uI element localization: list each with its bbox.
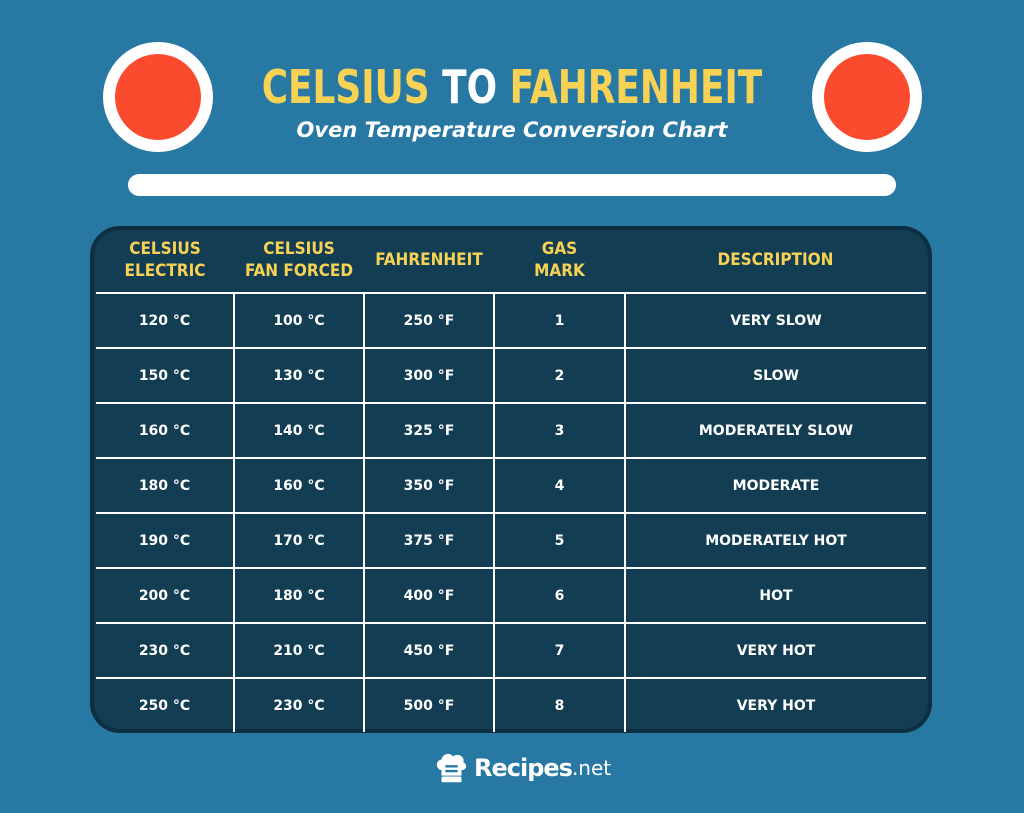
table-cell: 140 °C <box>234 403 365 459</box>
table-cell: 325 °F <box>364 403 495 459</box>
table-cell: MODERATELY SLOW <box>625 403 926 459</box>
table-row: 180 °C 160 °C 350 °F 4 MODERATE <box>96 458 926 514</box>
table-cell: 180 °C <box>234 568 365 624</box>
column-header-2: FAHRENHEIT <box>364 228 494 294</box>
table-cell: 230 °C <box>234 678 365 732</box>
title-part-celsius: CELSIUS <box>261 60 430 114</box>
table-cell: 180 °C <box>96 458 235 514</box>
table-cell: 120 °C <box>96 293 235 349</box>
column-header-0: CELSIUS ELECTRIC <box>96 228 234 294</box>
burner-right-icon <box>812 42 922 152</box>
table-cell: 350 °F <box>364 458 495 514</box>
table-cell: 3 <box>494 403 626 459</box>
logo-suffix: .net <box>571 756 612 780</box>
table-cell: 2 <box>494 348 626 404</box>
table-cell: 450 °F <box>364 623 495 679</box>
table-cell: MODERATE <box>625 458 926 514</box>
column-header-4: DESCRIPTION <box>625 228 926 294</box>
table-cell: 160 °C <box>234 458 365 514</box>
column-header-line: FAN FORCED <box>244 261 354 281</box>
table-cell: 150 °C <box>96 348 235 404</box>
column-header-line: MARK <box>534 261 585 281</box>
table-row: 160 °C 140 °C 325 °F 3 MODERATELY SLOW <box>96 403 926 459</box>
table-cell: 6 <box>494 568 626 624</box>
table-cell: VERY SLOW <box>625 293 926 349</box>
logo-word: Recipes <box>474 754 573 782</box>
table-cell: 250 °F <box>364 293 495 349</box>
table-cell: 210 °C <box>234 623 365 679</box>
table-cell: 5 <box>494 513 626 569</box>
conversion-table: CELSIUS ELECTRIC CELSIUS FAN FORCED FAHRENHE… <box>96 228 926 732</box>
table-row: 200 °C 180 °C 400 °F 6 HOT <box>96 568 926 624</box>
table-cell: 170 °C <box>234 513 365 569</box>
column-header-line: FAHRENHEIT <box>375 250 483 270</box>
table-cell: 250 °C <box>96 678 235 732</box>
table-cell: 500 °F <box>364 678 495 732</box>
column-header-line: DESCRIPTION <box>717 250 834 270</box>
column-header-1: CELSIUS FAN FORCED <box>234 228 364 294</box>
title-part-to: TO <box>442 60 498 114</box>
column-header-line: ELECTRIC <box>124 261 206 281</box>
table-row: 230 °C 210 °C 450 °F 7 VERY HOT <box>96 623 926 679</box>
table-cell: SLOW <box>625 348 926 404</box>
table-cell: 230 °C <box>96 623 235 679</box>
table-row: 150 °C 130 °C 300 °F 2 SLOW <box>96 348 926 404</box>
column-header-3: GAS MARK <box>494 228 625 294</box>
title-part-fahrenheit: FAHRENHEIT <box>509 60 763 114</box>
table-cell: VERY HOT <box>625 623 926 679</box>
table-cell: 190 °C <box>96 513 235 569</box>
column-header-line: CELSIUS <box>129 239 201 259</box>
burner-left-icon <box>103 42 213 152</box>
table-cell: 130 °C <box>234 348 365 404</box>
divider-bar <box>128 174 896 196</box>
table-cell: VERY HOT <box>736 697 816 714</box>
table-cell: 100 °C <box>234 293 365 349</box>
table-cell: MODERATELY HOT <box>625 513 926 569</box>
table-row: 120 °C 100 °C 250 °F 1 VERY SLOW <box>96 293 926 349</box>
table-cell: HOT <box>625 568 926 624</box>
table-cell: 4 <box>494 458 626 514</box>
page-title: CELSIUS TO FAHRENHEIT <box>113 52 912 122</box>
table-header-row: CELSIUS ELECTRIC CELSIUS FAN FORCED FAHRENHE… <box>96 228 926 294</box>
recipes-net-logo: Recipes .net <box>432 748 611 788</box>
table-cell: 200 °C <box>96 568 235 624</box>
chef-hat-icon <box>436 753 467 783</box>
table-cell: 400 °F <box>364 568 495 624</box>
table-row: 190 °C 170 °C 375 °F 5 MODERATELY HOT <box>96 513 926 569</box>
table-cell: 300 °F <box>364 348 495 404</box>
table-cell: 1 <box>494 293 626 349</box>
table-cell: 8 <box>494 678 626 732</box>
column-header-line: CELSIUS <box>263 239 335 259</box>
page-subtitle: Oven Temperature Conversion Chart <box>296 118 728 142</box>
table-cell: 7 <box>494 623 626 679</box>
table-row: 250 °C 230 °C 500 °F 8 VERY HOT <box>96 678 926 732</box>
table-cell: 160 °C <box>96 403 235 459</box>
column-header-line: GAS <box>541 239 578 259</box>
table-cell: 375 °F <box>364 513 495 569</box>
